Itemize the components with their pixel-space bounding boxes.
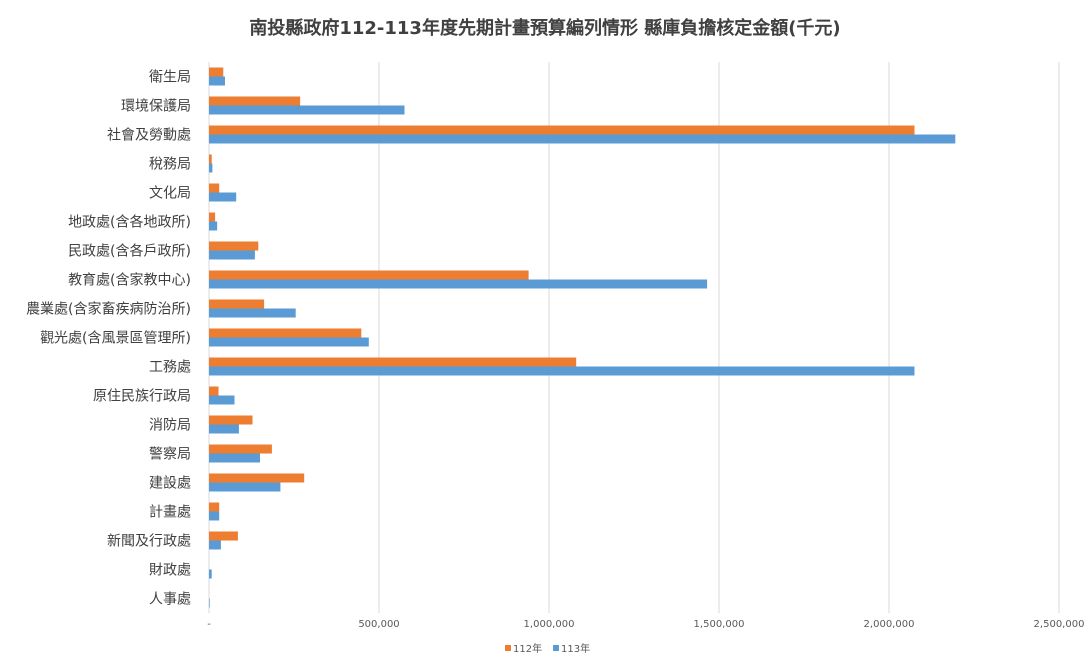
bar-112 xyxy=(209,125,915,135)
bar-113 xyxy=(209,192,237,202)
bar-113 xyxy=(209,105,405,115)
category-label: 地政處(含各地政所) xyxy=(68,215,191,231)
bar-112 xyxy=(209,270,529,280)
bar-113 xyxy=(209,569,212,579)
category-label: 原住民族行政局 xyxy=(93,389,191,405)
legend-swatch xyxy=(553,645,559,651)
category-label: 民政處(含各戶政所) xyxy=(68,244,191,260)
bar-113 xyxy=(209,308,296,318)
category-label: 警察局 xyxy=(149,446,191,463)
bar-112 xyxy=(209,444,272,454)
bar-113 xyxy=(209,221,218,231)
bar-113 xyxy=(209,76,225,86)
category-label: 環境保護局 xyxy=(121,99,191,115)
category-label: 建設處 xyxy=(149,476,191,492)
bar-112 xyxy=(209,212,216,222)
bar-113 xyxy=(209,540,221,550)
x-tick-label: 2,500,000 xyxy=(1034,619,1085,630)
bar-112 xyxy=(209,183,220,193)
bar-112 xyxy=(209,357,577,367)
bars xyxy=(209,67,956,608)
x-tick-label: 1,500,000 xyxy=(694,619,745,630)
category-label: 衛生局 xyxy=(149,70,191,86)
bar-113 xyxy=(209,453,260,463)
bar-112 xyxy=(209,473,305,483)
category-label: 工務處 xyxy=(149,360,191,376)
bar-113 xyxy=(209,598,210,608)
bar-113 xyxy=(209,163,213,173)
bar-112 xyxy=(209,67,224,77)
bar-113 xyxy=(209,482,281,492)
bar-112 xyxy=(209,502,220,512)
bar-112 xyxy=(209,386,219,396)
category-label: 觀光處(含風景區管理所) xyxy=(40,331,191,347)
bar-113 xyxy=(209,279,708,289)
bar-112 xyxy=(209,96,301,106)
legend-label: 113年 xyxy=(561,642,590,655)
category-label: 財政處 xyxy=(149,563,191,579)
legend-swatch xyxy=(505,645,511,651)
bar-113 xyxy=(209,424,239,434)
bar-113 xyxy=(209,395,235,405)
bar-112 xyxy=(209,154,212,164)
bar-113 xyxy=(209,366,915,376)
category-label: 消防局 xyxy=(149,418,191,434)
category-label: 社會及勞動處 xyxy=(107,128,191,144)
bar-112 xyxy=(209,299,265,309)
category-label: 稅務局 xyxy=(149,157,191,173)
x-tick-label: - xyxy=(207,619,211,630)
x-axis-ticks: - 500,000 1,000,000 1,500,000 2,000,000 2,500… xyxy=(207,619,1084,630)
category-label: 人事處 xyxy=(149,592,191,608)
bar-113 xyxy=(209,134,956,144)
bar-112 xyxy=(209,531,238,541)
category-label: 農業處(含家畜疾病防治所) xyxy=(26,301,191,318)
bar-113 xyxy=(209,250,255,260)
bar-112 xyxy=(209,328,362,338)
category-label: 教育處(含家教中心) xyxy=(68,272,191,289)
category-label: 文化局 xyxy=(149,186,191,202)
x-tick-label: 500,000 xyxy=(358,619,399,630)
legend-label: 112年 xyxy=(513,642,542,655)
x-tick-label: 2,000,000 xyxy=(864,619,915,630)
chart-title: 南投縣政府112-113年度先期計畫預算編列情形 縣庫負擔核定金額(千元) xyxy=(249,17,840,39)
bar-113 xyxy=(209,511,220,521)
bar-112 xyxy=(209,415,253,425)
bar-112 xyxy=(209,241,259,251)
category-label: 計畫處 xyxy=(149,505,191,521)
x-tick-label: 1,000,000 xyxy=(524,619,575,630)
legend: 112年 113年 xyxy=(505,642,590,655)
bar-113 xyxy=(209,337,369,347)
category-label: 新聞及行政處 xyxy=(107,534,191,550)
